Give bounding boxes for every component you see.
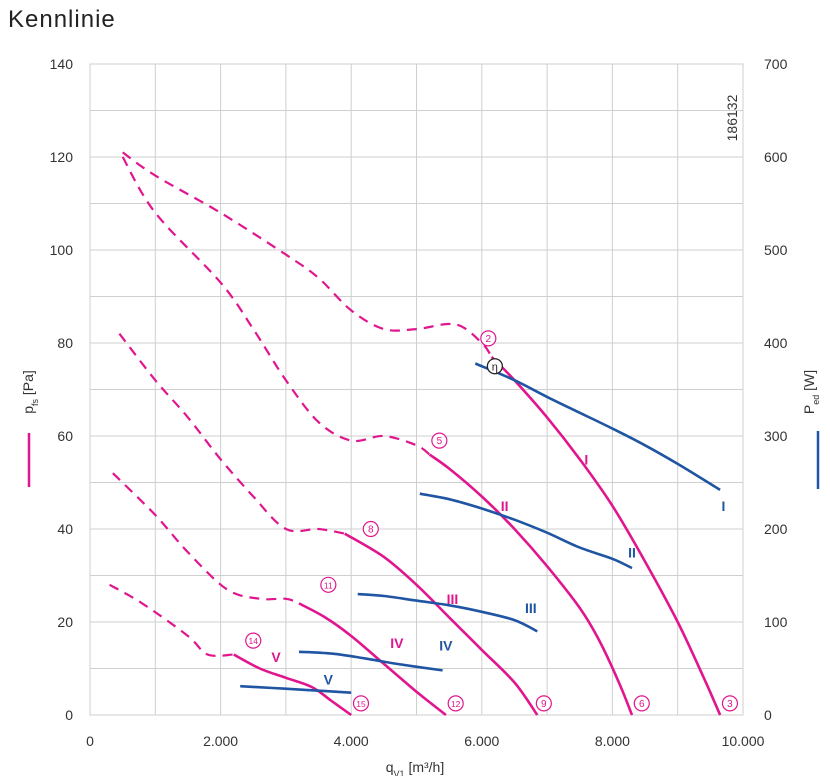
x-axis-label: qV1 [m³/h] [386,759,444,776]
y-left-tick-label: 0 [65,707,73,723]
power-curve-I [474,362,721,492]
power-curve-label-I: I [721,498,725,514]
efficiency-marker-circle [486,358,504,375]
operating-point-label: 12 [451,699,461,709]
x-tick-label: 4.000 [334,733,369,749]
operating-point-label: 3 [727,699,733,710]
pressure-curve-IV [298,602,447,717]
operating-point-circle [721,695,739,712]
axes: 0 2.000 4.000 6.000 8.000 10.0000204060801001… [50,56,788,749]
operating-point-label: 8 [368,525,374,536]
y-right-axis-label-unit: [W] [801,370,817,395]
y-left-tick-label: 80 [57,335,73,351]
x-tick-label: 0 [86,733,94,749]
y-right-axis-label-sub: ed [811,395,821,405]
y-right-axis-label: Ped [W] [801,370,821,414]
y-right-tick-label: 700 [764,56,788,72]
operating-point-label: 15 [356,699,366,709]
operating-point-5: 5 [431,432,448,449]
y-left-tick-label: 140 [50,56,74,72]
x-axis-label-unit: [m³/h] [405,759,445,775]
operating-point-label: 6 [639,699,645,710]
operating-point-3: 3 [721,695,739,712]
x-tick-label: 2.000 [203,733,238,749]
x-tick-label: 10.000 [722,733,765,749]
y-left-tick-label: 100 [50,242,74,258]
x-axis-label-sub: V1 [394,769,405,776]
x-tick-label: 8.000 [595,733,630,749]
y-right-tick-label: 300 [764,428,788,444]
power-curve-label-II: II [628,544,636,560]
operating-point-label: 2 [486,334,492,345]
curves [109,151,722,717]
chart-title: Kennlinie [8,6,116,33]
pressure-curve-label-IV: IV [390,635,404,651]
y-right-tick-label: 400 [764,335,788,351]
operating-point-circle [320,576,337,593]
y-left-axis-label-main: p [20,406,36,414]
operating-point-9: 9 [535,695,552,712]
operating-point-8: 8 [362,520,379,538]
operating-point-circle [245,632,262,649]
power-curve-V [240,684,352,694]
power-curve-III [357,592,538,633]
y-left-tick-label: 60 [57,428,73,444]
operating-point-circle [633,695,650,712]
y-right-tick-label: 200 [764,521,788,537]
operating-point-12: 12 [447,695,464,712]
pressure-curve-II [428,453,634,716]
pressure-curve-V-dashed [109,583,234,657]
pressure-curve-III-dashed [118,333,345,535]
operating-point-11: 11 [320,576,337,593]
operating-point-label: 11 [324,580,333,590]
efficiency-marker-label: η [492,361,498,373]
y-right-tick-label: 600 [764,149,788,165]
operating-point-circle [480,330,497,347]
power-curve-II [419,492,633,570]
y-left-axis-label: pfs [Pa] [20,370,40,414]
operating-point-circle [352,695,370,712]
pressure-curve-III [344,532,539,716]
y-left-tick-label: 40 [57,521,73,537]
operating-point-label: 14 [249,636,259,646]
y-left-axis-label-unit: [Pa] [20,370,36,399]
pressure-curve-IV-dashed [112,472,300,605]
pressure-curve-I-dashed [122,151,493,358]
operating-point-circle [447,695,464,712]
y-right-tick-label: 500 [764,242,788,258]
y-right-axis-label-main: P [801,405,817,414]
y-left-axis-label-sub: fs [30,399,40,407]
operating-point-15: 15 [352,695,370,712]
operating-point-circle [362,520,379,538]
drawing-number: 186132 [724,94,740,141]
operating-point-circle [431,432,448,449]
operating-point-14: 14 [245,632,262,649]
operating-point-circle [535,695,552,712]
pressure-curve-V [233,653,352,717]
pressure-curve-label-II: II [501,498,509,514]
operating-point-label: 9 [541,699,547,710]
pressure-curve-I [490,355,722,716]
x-axis-label-main: q [386,759,394,775]
y-right-tick-label: 0 [764,707,772,723]
pressure-curve-label-V: V [271,649,281,665]
efficiency-marker: η [486,358,504,375]
power-curve-label-III: III [525,600,537,616]
x-tick-label: 6.000 [464,733,499,749]
operating-point-6: 6 [633,695,650,712]
y-left-tick-label: 20 [57,614,73,630]
grid [89,63,744,716]
power-curve-label-IV: IV [439,637,453,653]
pressure-curve-label-I: I [584,451,588,467]
pressure-curve-II-dashed [121,156,431,456]
operating-point-label: 5 [437,436,443,447]
operating-point-2: 2 [480,330,497,347]
y-left-tick-label: 120 [50,149,74,165]
power-curve-IV [298,650,443,672]
pressure-curve-label-III: III [447,591,459,607]
y-right-tick-label: 100 [764,614,788,630]
power-curve-label-V: V [324,672,334,688]
